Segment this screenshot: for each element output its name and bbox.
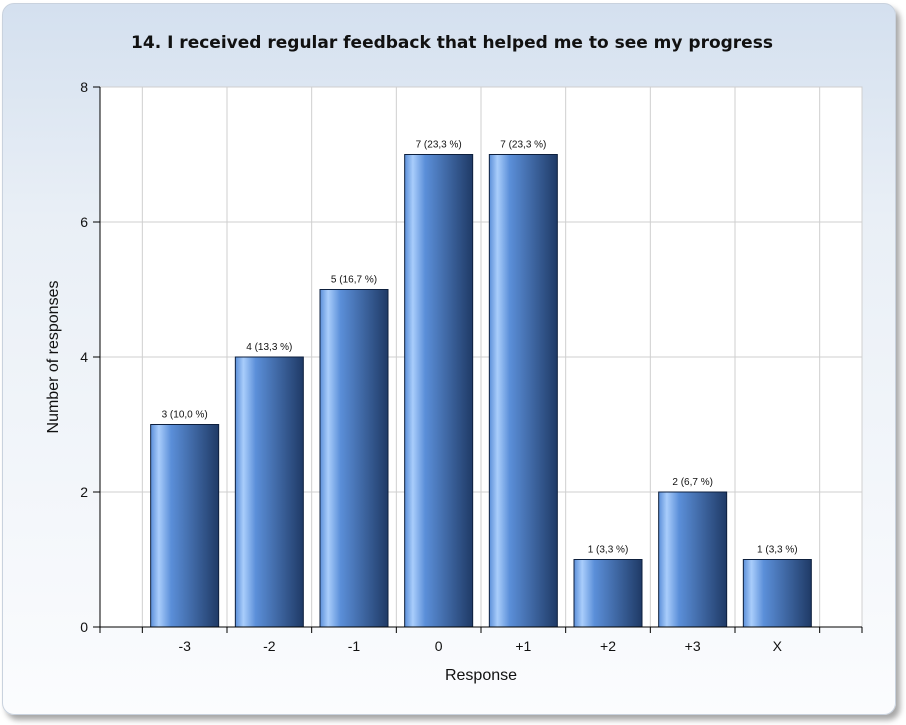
data-label: 3 (10,0 %) (162, 410, 208, 421)
bar (404, 154, 474, 628)
data-label: 1 (3,3 %) (588, 545, 629, 556)
bar (488, 154, 558, 628)
x-tick-labels: -3 -2 -1 0 +1 +2 +3 X (178, 638, 782, 654)
data-label: 2 (6,7 %) (672, 477, 713, 488)
bar (742, 559, 812, 628)
bar (150, 424, 220, 628)
bar (658, 491, 728, 628)
y-tick-labels: 0 2 4 6 8 (80, 79, 88, 635)
bar (319, 289, 389, 628)
y-axis-title: Number of responses (45, 281, 62, 434)
data-label: 7 (23,3 %) (500, 140, 546, 151)
data-label: 4 (13,3 %) (246, 342, 292, 353)
y-tick-label: 4 (80, 349, 88, 365)
axes (93, 86, 863, 633)
x-tick-label: +2 (600, 638, 616, 654)
x-tick-label: -3 (178, 638, 191, 654)
bar (573, 559, 643, 628)
data-label: 7 (23,3 %) (416, 140, 462, 151)
x-tick-label: X (773, 638, 783, 654)
y-tick-label: 0 (80, 619, 88, 635)
x-axis-title: Response (445, 667, 517, 684)
x-tick-label: 0 (435, 638, 443, 654)
x-tick-label: -2 (263, 638, 276, 654)
data-label: 1 (3,3 %) (757, 545, 798, 556)
x-tick-label: -1 (348, 638, 361, 654)
x-tick-label: +3 (685, 638, 701, 654)
y-tick-label: 8 (80, 79, 88, 95)
bar (234, 356, 304, 628)
gridlines (100, 86, 862, 627)
data-labels: 3 (10,0 %) 4 (13,3 %) 5 (16,7 %) 7 (23,3 %)… (162, 140, 798, 556)
y-tick-label: 2 (80, 484, 88, 500)
chart-title: 14. I received regular feedback that hel… (131, 33, 773, 53)
y-tick-label: 6 (80, 214, 88, 230)
bars (150, 154, 812, 628)
data-label: 5 (16,7 %) (331, 275, 377, 286)
x-tick-label: +1 (515, 638, 531, 654)
